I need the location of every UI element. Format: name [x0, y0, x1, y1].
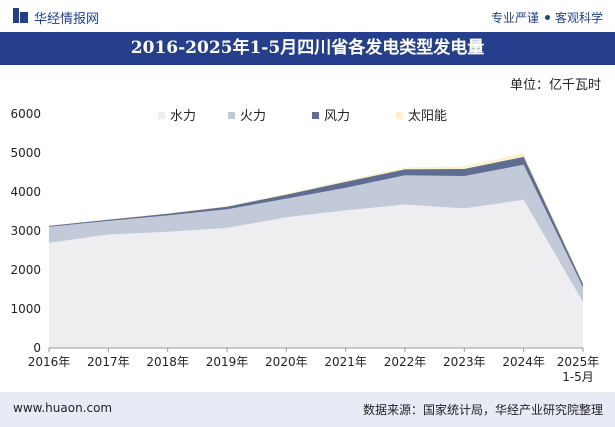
- y-tick-label: 5000: [10, 146, 41, 160]
- chart-title: 2016-2025年1-5月四川省各发电类型发电量: [130, 38, 485, 58]
- x-tick-label: 2016年: [28, 355, 71, 369]
- unit-label: 单位：亿千瓦时: [509, 78, 601, 93]
- tagline: 专业严谨 客观科学: [491, 9, 603, 26]
- x-tick-label: 2020年: [265, 355, 308, 369]
- legend-label-2: 风力: [324, 109, 350, 124]
- x-tick-label: 2021年: [324, 355, 367, 369]
- legend-swatch-3: [396, 112, 403, 119]
- x-tick-label: 2024年: [502, 355, 545, 369]
- legend-label-1: 火力: [240, 109, 266, 124]
- x-tick-label: 2018年: [146, 355, 189, 369]
- x-tick-label: 2023年: [443, 355, 486, 369]
- legend-swatch-1: [228, 112, 235, 119]
- y-tick-label: 6000: [10, 107, 41, 121]
- y-tick-label: 2000: [10, 263, 41, 277]
- x-tick-label: 2017年: [87, 355, 130, 369]
- legend-label-0: 水力: [170, 109, 196, 124]
- chart: 0 1000 2000 3000 4000 5000 6000 2016年 2017年 2018年…: [10, 107, 600, 384]
- top-bar: 华经情报网 专业严谨 客观科学: [0, 0, 615, 32]
- footer: www.huaon.com 数据来源：国家统计局，华经产业研究院整理: [0, 392, 615, 427]
- y-tick-label: 4000: [10, 185, 41, 199]
- legend-label-3: 太阳能: [408, 109, 447, 124]
- y-tick-label: 3000: [10, 224, 41, 238]
- footer-source: 数据来源：国家统计局，华经产业研究院整理: [362, 403, 603, 417]
- x-tick-label: 2022年: [384, 355, 427, 369]
- x-tick-label: 2019年: [206, 355, 249, 369]
- y-tick-label: 1000: [10, 302, 41, 316]
- y-tick-label: 0: [33, 341, 41, 355]
- tagline-left: 专业严谨: [490, 11, 539, 25]
- tagline-right: 客观科学: [554, 11, 603, 25]
- area-series-0: [49, 199, 583, 348]
- legend-swatch-2: [312, 112, 319, 119]
- separator-dot-icon: [544, 15, 550, 20]
- title-banner: 2016-2025年1-5月四川省各发电类型发电量: [0, 32, 615, 65]
- brand-name: 华经情报网: [34, 12, 100, 27]
- logo-icon: [13, 8, 28, 23]
- x-tick-label: 2025年 1-5月: [557, 355, 600, 384]
- footer-website: www.huaon.com: [13, 401, 113, 415]
- legend-swatch-0: [158, 112, 165, 119]
